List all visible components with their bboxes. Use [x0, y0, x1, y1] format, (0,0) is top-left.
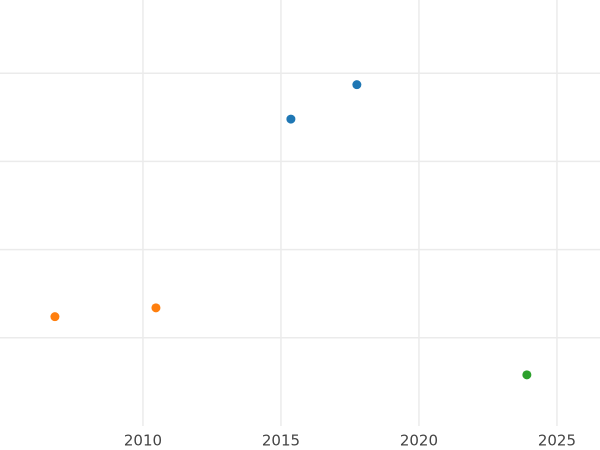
point [522, 370, 532, 380]
x-tick-label: 2010 [124, 432, 162, 450]
x-tick-label: 2025 [538, 432, 576, 450]
x-tick-label: 2020 [400, 432, 438, 450]
point [286, 114, 296, 124]
x-tick-label: 2015 [262, 432, 300, 450]
point [50, 312, 60, 322]
point [352, 80, 362, 90]
point [151, 303, 161, 313]
